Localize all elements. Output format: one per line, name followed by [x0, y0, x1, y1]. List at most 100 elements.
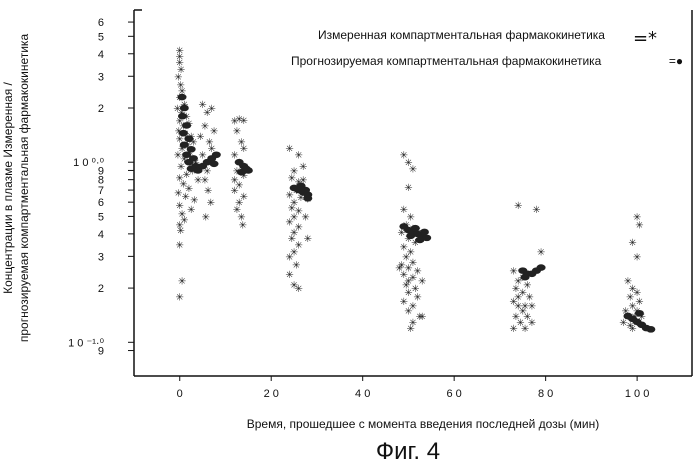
- measured-point: ✳: [400, 243, 408, 254]
- measured-point: ✳: [237, 212, 245, 223]
- measured-point: ✳: [285, 270, 293, 281]
- measured-point: ✳: [290, 228, 298, 239]
- measured-point: ✳: [294, 284, 302, 295]
- y-axis-title: Концентрации в плазме Измеренная / прогн…: [1, 34, 31, 343]
- measured-point: ✳: [294, 151, 302, 162]
- x-tick-label: 0: [177, 388, 183, 400]
- measured-point: ✳: [525, 292, 533, 303]
- measured-point: ✳: [418, 277, 426, 288]
- measured-point: ✳: [178, 277, 186, 288]
- y-tick-label: 6: [98, 17, 104, 29]
- predicted-point: [177, 93, 187, 101]
- measured-point: ✳: [514, 302, 522, 313]
- y-tick-label: 7: [98, 185, 104, 197]
- measured-point: ✳: [404, 264, 412, 275]
- x-axis-title: Время, прошедшее с момента введения посл…: [247, 417, 600, 431]
- measured-point: ✳: [174, 151, 182, 162]
- measured-point: ✳: [299, 176, 307, 187]
- predicted-point: [646, 326, 656, 333]
- measured-point: ✳: [407, 324, 415, 335]
- measured-point: ✳: [528, 318, 536, 329]
- y-tick-label: 2: [98, 103, 104, 115]
- measured-point: ✳: [532, 205, 540, 216]
- measured-point: ✳: [397, 228, 405, 239]
- measured-point: ✳: [180, 154, 188, 165]
- measured-point: ✳: [297, 193, 305, 204]
- measured-point: ✳: [189, 138, 197, 149]
- measured-point: ✳: [176, 58, 184, 69]
- x-ticks: 0 2 0 4 0 6 0 8 0 1 0 0: [177, 376, 649, 400]
- predicted-point: [184, 158, 194, 166]
- measured-point: ✳: [514, 277, 522, 288]
- measured-point: ✳: [175, 126, 183, 137]
- measured-point: ✳: [404, 277, 412, 288]
- measured-point: ✳: [301, 212, 309, 223]
- measured-point: ✳: [290, 166, 298, 177]
- y-tick-label: 8: [98, 175, 104, 187]
- measured-point: ✳: [395, 264, 403, 275]
- measured-point: ✳: [521, 302, 529, 313]
- measured-point: ✳: [201, 176, 209, 187]
- measured-point: ✳: [176, 201, 184, 212]
- measured-point: ✳: [178, 144, 186, 155]
- measured-point: ✳: [288, 234, 296, 245]
- legend-symbol-predicted: =●: [669, 54, 683, 68]
- predicted-point: [410, 224, 420, 232]
- measured-point: ✳: [635, 297, 643, 308]
- measured-point: ✳: [176, 117, 184, 128]
- measured-point: ✳: [528, 302, 536, 313]
- measured-point: ✳: [285, 217, 293, 228]
- measured-point: ✳: [409, 273, 417, 284]
- y-tick-label: 6: [98, 197, 104, 209]
- measured-point: ✳: [628, 238, 636, 249]
- axes: [133, 9, 693, 377]
- measured-point: ✳: [400, 270, 408, 281]
- measured-point: ✳: [621, 307, 629, 318]
- measured-point: ✳: [626, 292, 634, 303]
- measured-point: ✳: [619, 318, 627, 329]
- predicted-point: [422, 234, 432, 242]
- measured-point: ✳: [176, 46, 184, 57]
- measured-point: ✳: [204, 186, 212, 197]
- measured-point: ✳: [294, 222, 302, 233]
- measured-point: ✳: [400, 297, 408, 308]
- measured-point: ✳: [177, 65, 185, 76]
- measured-point: ✳: [201, 121, 209, 132]
- predicted-point: [179, 141, 189, 149]
- measured-point: ✳: [633, 212, 641, 223]
- measured-point: ✳: [207, 198, 215, 209]
- measured-point: ✳: [176, 135, 184, 146]
- measured-point: ✳: [194, 176, 202, 187]
- figure-caption: Фиг. 4: [376, 438, 440, 465]
- measured-point: ✳: [519, 288, 527, 299]
- measured-point: ✳: [233, 205, 241, 216]
- measured-point: ✳: [230, 117, 238, 128]
- measured-point: ✳: [235, 114, 243, 125]
- measured-point: ✳: [177, 162, 185, 173]
- predicted-point: [186, 165, 196, 173]
- predicted-point: [415, 236, 425, 244]
- measured-point: ✳: [523, 280, 531, 291]
- measured-point: ✳: [235, 181, 243, 192]
- measured-point: ✳: [516, 318, 524, 329]
- x-tick-label: 2 0: [264, 388, 279, 400]
- measured-point: ✳: [182, 112, 190, 123]
- measured-point: ✳: [176, 52, 184, 63]
- measured-point: ✳: [299, 162, 307, 173]
- measured-point: ✳: [240, 116, 248, 127]
- measured-point: ✳: [628, 302, 636, 313]
- measured-point: ✳: [519, 307, 527, 318]
- predicted-point: [184, 135, 194, 143]
- predicted-point: [178, 129, 188, 137]
- measured-point: ✳: [181, 192, 189, 203]
- predicted-point: [179, 104, 189, 112]
- measured-point: ✳: [402, 280, 410, 291]
- measured-point: ✳: [304, 234, 312, 245]
- measured-point: ✳: [208, 144, 216, 155]
- measured-point: ✳: [182, 170, 190, 181]
- measured-point: ✳: [411, 284, 419, 295]
- measured-point: ✳: [285, 144, 293, 155]
- predicted-point: [241, 165, 251, 173]
- measured-point: ✳: [523, 312, 531, 323]
